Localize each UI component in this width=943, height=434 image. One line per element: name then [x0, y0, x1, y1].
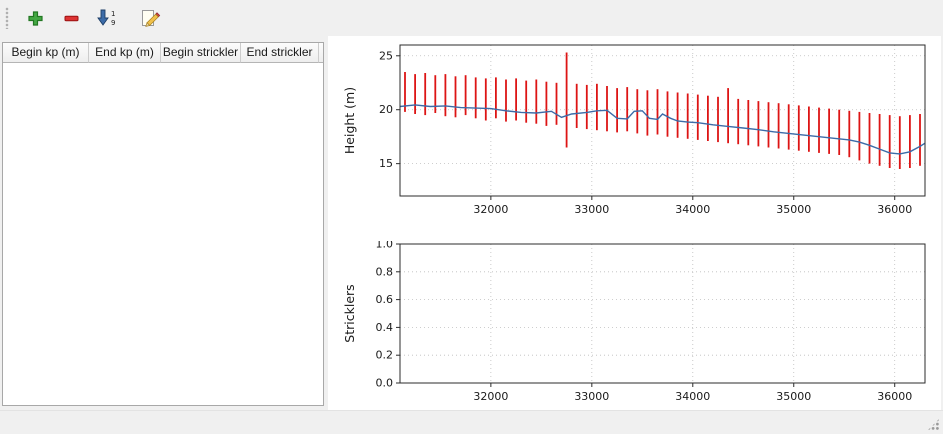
svg-text:0.0: 0.0: [376, 377, 394, 390]
svg-text:25: 25: [379, 49, 393, 62]
sort-ascending-icon: 1 9: [97, 9, 115, 27]
svg-text:33000: 33000: [574, 203, 609, 216]
add-button[interactable]: [22, 5, 48, 31]
remove-button[interactable]: [58, 5, 84, 31]
column-header-filler: [319, 43, 323, 63]
column-header-end-strickler[interactable]: End strickler: [241, 43, 319, 63]
column-header-end-kp[interactable]: End kp (m): [89, 43, 161, 63]
svg-text:0.8: 0.8: [376, 265, 394, 278]
plus-icon: [27, 10, 43, 26]
svg-text:20: 20: [379, 103, 393, 116]
toolbar: 1 9: [0, 0, 943, 36]
strickler-table-panel: Begin kp (m) End kp (m) Begin strickler …: [2, 42, 324, 406]
svg-text:0.2: 0.2: [376, 349, 394, 362]
column-header-begin-kp[interactable]: Begin kp (m): [3, 43, 89, 63]
toolbar-drag-handle[interactable]: [5, 7, 10, 29]
minus-icon: [64, 15, 78, 21]
svg-text:34000: 34000: [675, 390, 710, 403]
charts-panel: 32000 33000 34000 35000 36000 15 20 25 Height (m…: [328, 36, 941, 410]
column-header-begin-strickler[interactable]: Begin strickler: [161, 43, 241, 63]
svg-text:32000: 32000: [473, 203, 508, 216]
main-content: Begin kp (m) End kp (m) Begin strickler …: [0, 36, 943, 410]
table-body[interactable]: [3, 63, 323, 405]
resize-grip[interactable]: [927, 418, 940, 431]
svg-text:15: 15: [379, 157, 393, 170]
svg-text:1: 1: [111, 10, 115, 18]
svg-text:Height (m): Height (m): [342, 87, 357, 154]
svg-text:0.4: 0.4: [376, 321, 394, 334]
svg-text:36000: 36000: [877, 390, 912, 403]
sort-button[interactable]: 1 9: [94, 5, 120, 31]
svg-text:0.6: 0.6: [376, 293, 394, 306]
edit-button[interactable]: [138, 5, 164, 31]
stricklers-chart: 32000 33000 34000 35000 36000 0.0 0.2 0.4 0.6 0.8…: [342, 241, 926, 403]
edit-pencil-icon: [142, 10, 161, 27]
svg-text:36000: 36000: [877, 203, 912, 216]
svg-text:34000: 34000: [675, 203, 710, 216]
svg-text:Stricklers: Stricklers: [342, 284, 357, 342]
height-profile-chart: 32000 33000 34000 35000 36000 15 20 25 Height (m…: [342, 44, 926, 216]
status-bar: [0, 410, 943, 434]
table-header-row: Begin kp (m) End kp (m) Begin strickler …: [3, 43, 323, 63]
svg-text:35000: 35000: [776, 390, 811, 403]
svg-text:32000: 32000: [473, 390, 508, 403]
svg-text:33000: 33000: [574, 390, 609, 403]
svg-text:1.0: 1.0: [376, 241, 394, 251]
svg-text:9: 9: [111, 19, 115, 27]
svg-text:35000: 35000: [776, 203, 811, 216]
